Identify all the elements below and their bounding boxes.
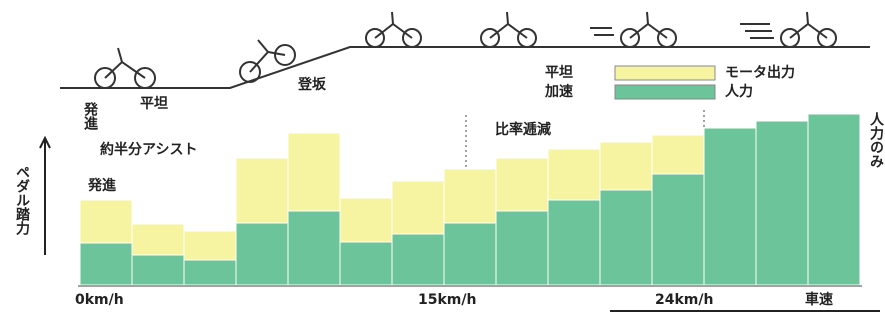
bar-segment xyxy=(496,158,548,211)
x-label: 15km/h xyxy=(418,292,476,308)
bar-segment xyxy=(236,223,288,285)
bar-segment xyxy=(288,211,340,285)
terrain-label: 平坦 xyxy=(140,96,168,112)
bar-segment xyxy=(288,133,340,211)
legend-group: 平坦 xyxy=(545,65,573,81)
bar-segment xyxy=(808,114,860,285)
bar-segment xyxy=(652,135,704,174)
bar-segment xyxy=(184,231,236,260)
bar-segment xyxy=(132,255,184,285)
bar-segment xyxy=(184,260,236,285)
legend-swatch xyxy=(615,66,715,80)
bar-segment xyxy=(132,224,184,255)
x-label: 車速 xyxy=(805,291,833,308)
x-label: 24km/h xyxy=(655,292,713,308)
y-axis-label: ペダル踏力 xyxy=(14,165,30,236)
legend-label: モータ出力 xyxy=(725,64,795,81)
chart: 加速人力平坦モータ出力ペダル踏力0km/h15km/h24km/h車速平坦登坂発… xyxy=(0,0,885,314)
bar-segment xyxy=(392,181,444,234)
annotation: 比率逓減 xyxy=(495,121,551,138)
annotation: 約半分アシスト xyxy=(100,141,197,158)
bar-segment xyxy=(444,223,496,285)
bar-segment xyxy=(340,242,392,285)
bar-segment xyxy=(756,121,808,285)
bar-segment xyxy=(704,128,756,285)
annotation: 発進 xyxy=(87,177,116,194)
bar-segment xyxy=(236,158,288,223)
bar-segment xyxy=(80,243,132,285)
bar-segment xyxy=(548,200,600,285)
bar-segment xyxy=(80,200,132,243)
annotation: 人力のみ xyxy=(868,111,884,168)
x-label: 0km/h xyxy=(75,292,124,308)
bar-segment xyxy=(652,174,704,285)
bar-segment xyxy=(600,142,652,190)
legend-label: 人力 xyxy=(725,83,753,100)
bar-segment xyxy=(444,169,496,223)
terrain-label: 登坂 xyxy=(297,76,327,93)
bar-segment xyxy=(496,211,548,285)
legend-group: 加速 xyxy=(544,83,573,100)
bar-segment xyxy=(392,234,444,285)
bar-segment xyxy=(340,198,392,242)
bar-segment xyxy=(600,190,652,285)
annotation: 発進 xyxy=(82,101,99,131)
legend-swatch xyxy=(615,85,715,99)
bar-segment xyxy=(548,149,600,200)
